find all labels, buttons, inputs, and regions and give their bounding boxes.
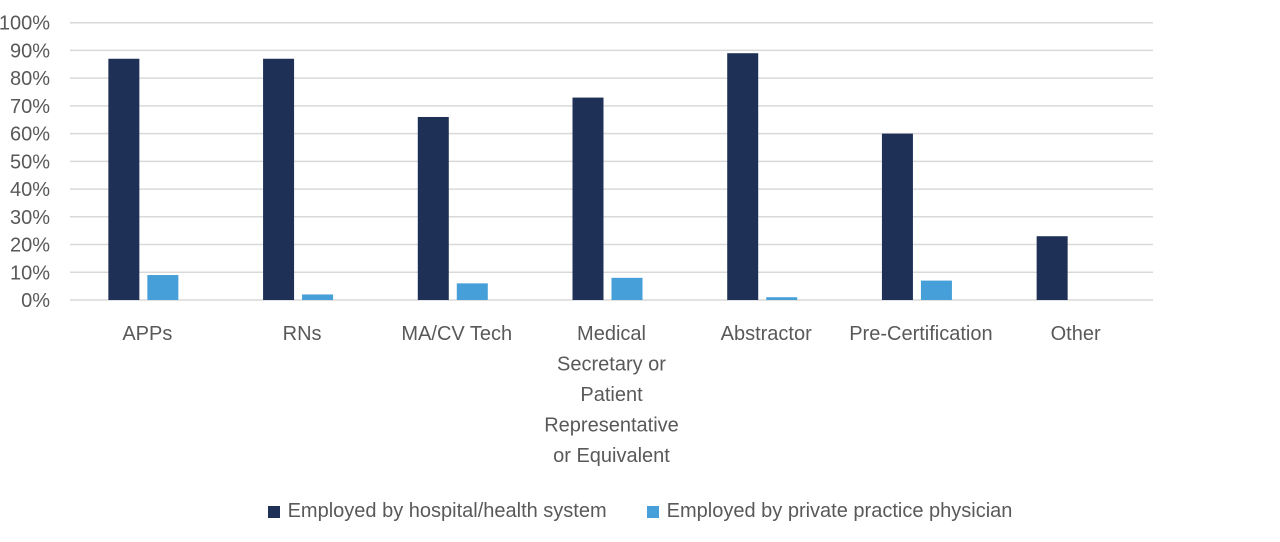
legend-item-private: Employed by private practice physician — [646, 500, 1013, 523]
x-tick-label: APPs — [122, 323, 172, 345]
y-tick-label: 90% — [10, 40, 50, 62]
legend-label-hospital: Employed by hospital/health system — [287, 500, 607, 522]
legend-label-private: Employed by private practice physician — [666, 500, 1013, 522]
y-tick-label: 10% — [10, 262, 50, 284]
legend-swatch-private — [646, 505, 659, 518]
y-tick-label: 100% — [0, 13, 50, 35]
y-tick-label: 0% — [21, 290, 50, 312]
bar-private — [456, 283, 488, 300]
y-tick-label: 70% — [10, 96, 50, 118]
bar-private — [611, 277, 643, 300]
y-tick-label: 60% — [10, 124, 50, 146]
bar-private — [766, 297, 798, 300]
bar-private — [147, 275, 179, 300]
y-tick-label: 20% — [10, 235, 50, 257]
bar-hospital — [108, 58, 140, 301]
bar-hospital — [417, 116, 449, 301]
bar-private — [920, 280, 952, 300]
bar-hospital — [572, 97, 604, 300]
y-tick-label: 30% — [10, 207, 50, 229]
y-tick-label: 40% — [10, 179, 50, 201]
legend: Employed by hospital/health system Emplo… — [0, 500, 1280, 523]
y-tick-label: 80% — [10, 68, 50, 90]
x-tick-label: Pre-Certification — [849, 323, 992, 345]
x-tick-label: Medical Secretary or Patient Representative… — [544, 323, 679, 467]
bar-private — [302, 294, 334, 300]
legend-item-hospital: Employed by hospital/health system — [267, 500, 607, 523]
x-tick-label: Other — [1051, 323, 1101, 345]
bar-hospital — [263, 58, 295, 301]
bar-hospital — [881, 133, 913, 300]
y-tick-label: 50% — [10, 151, 50, 173]
legend-swatch-hospital — [267, 505, 280, 518]
x-tick-label: MA/CV Tech — [401, 323, 512, 345]
bar-chart: 0% 10% 20% 30% 40% 50% 60% 70% 80% 90% 100% APPs RNs… — [0, 13, 1153, 467]
bar-hospital — [1036, 236, 1068, 300]
x-tick-label: RNs — [283, 323, 322, 345]
x-tick-label: Abstractor — [721, 323, 812, 345]
bar-hospital — [727, 53, 759, 300]
